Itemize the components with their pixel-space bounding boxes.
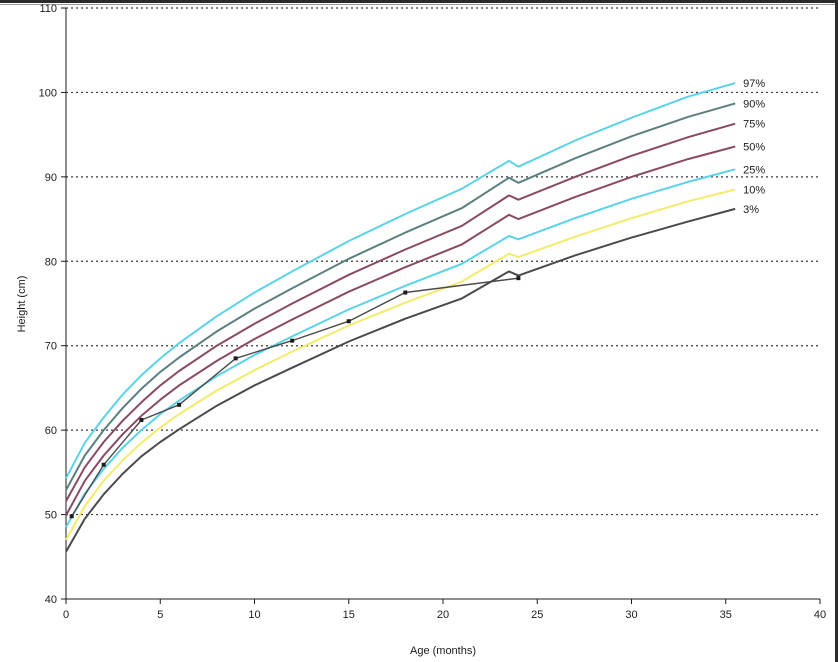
x-tick-label-40: 40: [814, 609, 826, 621]
x-tick-label-30: 30: [625, 609, 637, 621]
x-tick-label-0: 0: [63, 609, 69, 621]
x-axis-label: Age (months): [410, 645, 476, 657]
series-line-percentile-10: [65, 188, 736, 541]
series-line-percentile-90: [65, 102, 736, 491]
data-point-markers: [69, 276, 521, 519]
x-tick-label-10: 10: [248, 609, 260, 621]
y-tick-label-90: 90: [45, 172, 57, 184]
data-point-4: [233, 356, 238, 361]
series-label-percentile-97: 97%: [743, 78, 765, 90]
data-point-0: [69, 514, 74, 519]
series-line-percentile-3: [65, 207, 736, 553]
frame-right-border: [835, 0, 838, 662]
series-label-percentile-10: 10%: [743, 185, 765, 197]
series-label-percentile-90: 90%: [743, 98, 765, 110]
x-tick-labels: 0 5 10 15 20 25 30 35 40: [63, 599, 826, 621]
y-axis-label: Height (cm): [16, 276, 28, 333]
series-line-percentile-75: [65, 122, 736, 502]
x-tick-label-25: 25: [531, 609, 543, 621]
series-line-patient-measurements: [71, 277, 519, 517]
series-line-percentile-50: [65, 145, 736, 516]
axes: [65, 8, 820, 600]
frame-top-rule: [0, 4, 835, 5]
data-point-3: [177, 402, 182, 407]
x-tick-label-20: 20: [437, 609, 449, 621]
x-tick-label-35: 35: [720, 609, 732, 621]
y-tick-label-50: 50: [45, 510, 57, 522]
series-label-percentile-75: 75%: [743, 119, 765, 131]
y-tick-label-100: 100: [39, 87, 57, 99]
data-point-8: [516, 276, 521, 281]
y-tick-label-110: 110: [39, 3, 57, 15]
series-lines: [65, 82, 736, 553]
grid-lines: [66, 7, 820, 516]
data-point-6: [346, 319, 351, 324]
data-point-2: [139, 418, 144, 423]
y-tick-label-40: 40: [45, 594, 57, 606]
series-labels: 97% 90% 75% 50% 25% 10% 3%: [743, 78, 765, 216]
series-label-percentile-3: 3%: [743, 204, 759, 216]
series-line-percentile-25: [65, 168, 736, 528]
y-tick-label-80: 80: [45, 256, 57, 268]
frame-top-border: [0, 0, 838, 3]
data-point-1: [101, 462, 106, 467]
series-line-percentile-97: [65, 82, 736, 479]
series-label-percentile-25: 25%: [743, 164, 765, 176]
y-tick-label-60: 60: [45, 425, 57, 437]
y-tick-labels: 40 50 60 70 80 90 100 110: [39, 3, 66, 606]
series-label-percentile-50: 50%: [743, 141, 765, 153]
x-tick-label-15: 15: [343, 609, 355, 621]
y-tick-label-70: 70: [45, 341, 57, 353]
x-tick-label-5: 5: [157, 609, 163, 621]
data-point-7: [403, 290, 408, 295]
data-point-5: [290, 338, 295, 343]
